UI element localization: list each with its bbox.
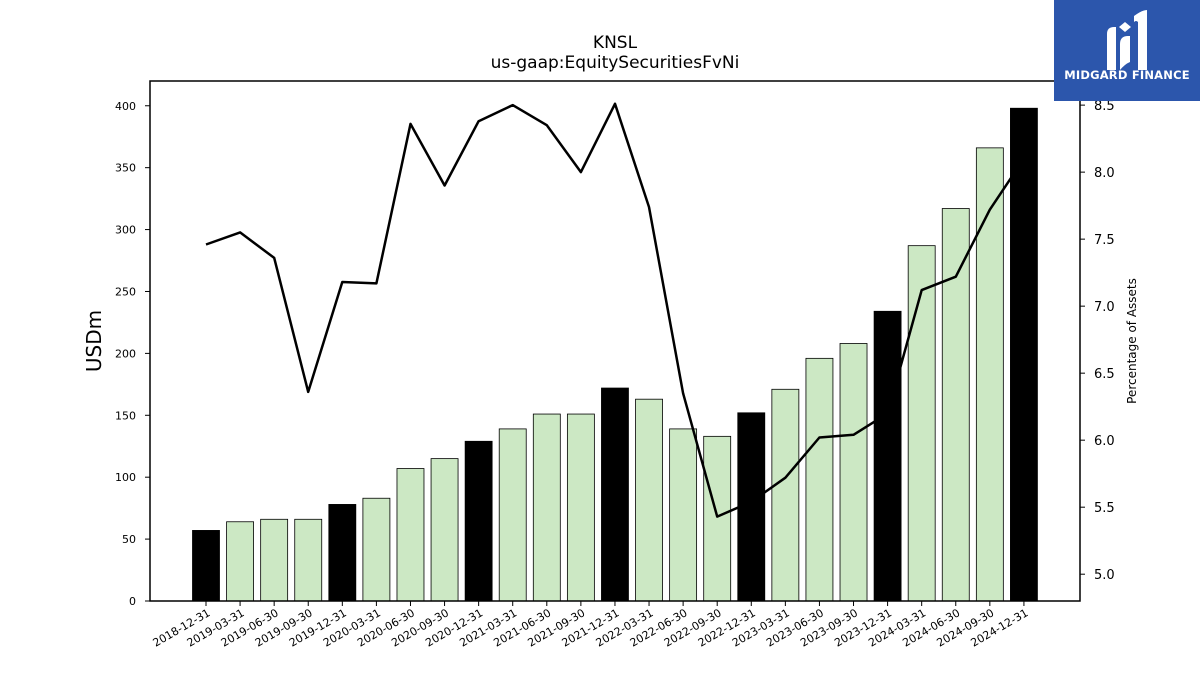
y2-tick-label: 5.5 <box>1094 501 1115 516</box>
y2-axis-label: Percentage of Assets <box>1125 278 1139 404</box>
y2-tick-label: 7.5 <box>1094 233 1115 248</box>
bar-series <box>192 107 1038 602</box>
bar-2022-06-30 <box>669 428 698 602</box>
chart-subtitle: us-gaap:EquitySecuritiesFvNi <box>491 53 740 73</box>
bar-2019-09-30 <box>294 518 323 602</box>
y-tick-label: 250 <box>115 285 136 298</box>
bar-2018-12-31 <box>192 530 220 602</box>
bar-2024-12-31 <box>1010 107 1038 602</box>
bar-2021-03-31 <box>498 428 527 602</box>
bar-2024-09-30 <box>975 147 1004 602</box>
bar-2019-03-31 <box>226 521 254 602</box>
y-tick-label: 0 <box>129 595 136 608</box>
logo-text: MIDGARD FINANCE <box>1064 68 1190 82</box>
bar-2021-09-30 <box>566 413 595 602</box>
y2-tick-label: 5.0 <box>1094 568 1115 583</box>
bar-2022-09-30 <box>703 435 732 602</box>
bar-2021-12-31 <box>601 387 629 602</box>
y-axis-label: USDm <box>82 310 106 372</box>
y-tick-label: 150 <box>115 409 136 422</box>
x-axis: 2018-12-312019-03-312019-06-302019-09-30… <box>151 601 1030 650</box>
y-tick-label: 350 <box>115 162 136 175</box>
bar-2023-12-31 <box>873 310 902 602</box>
bar-2019-12-31 <box>328 504 357 602</box>
bar-2020-03-31 <box>362 497 391 602</box>
y2-tick-label: 8.5 <box>1094 99 1115 114</box>
y2-tick-label: 8.0 <box>1094 166 1115 181</box>
bar-2023-06-30 <box>805 357 834 602</box>
bar-2022-03-31 <box>635 398 663 602</box>
bar-2020-09-30 <box>430 458 459 602</box>
logo-mark-icon <box>1107 10 1147 70</box>
y-tick-label: 100 <box>115 471 136 484</box>
bar-2020-12-31 <box>464 440 493 602</box>
y-tick-label: 200 <box>115 347 136 360</box>
y2-tick-label: 6.0 <box>1094 434 1115 449</box>
y2-tick-label: 7.0 <box>1094 300 1115 315</box>
bar-2019-06-30 <box>260 518 289 602</box>
y-axis-right: 5.0 5.5 6.0 6.5 7.0 7.5 8.0 8.5 <box>1080 99 1115 583</box>
y-axis-left: 0 50 100 150 200 250 300 350 400 <box>115 100 150 608</box>
y-tick-label: 50 <box>122 533 136 546</box>
line-series <box>205 102 1025 518</box>
midgard-finance-logo: MIDGARD FINANCE <box>1054 0 1200 101</box>
bar-2024-03-31 <box>907 245 936 602</box>
bar-2020-06-30 <box>396 468 425 602</box>
bar-2023-09-30 <box>839 343 868 602</box>
percentage-line <box>205 102 1025 518</box>
bar-2023-03-31 <box>771 388 800 602</box>
chart-title: KNSL <box>593 33 638 53</box>
bar-2024-06-30 <box>941 208 970 602</box>
y-tick-label: 300 <box>115 224 136 237</box>
y-tick-label: 400 <box>115 100 136 113</box>
bar-2021-06-30 <box>532 413 561 602</box>
y2-tick-label: 6.5 <box>1094 367 1115 382</box>
